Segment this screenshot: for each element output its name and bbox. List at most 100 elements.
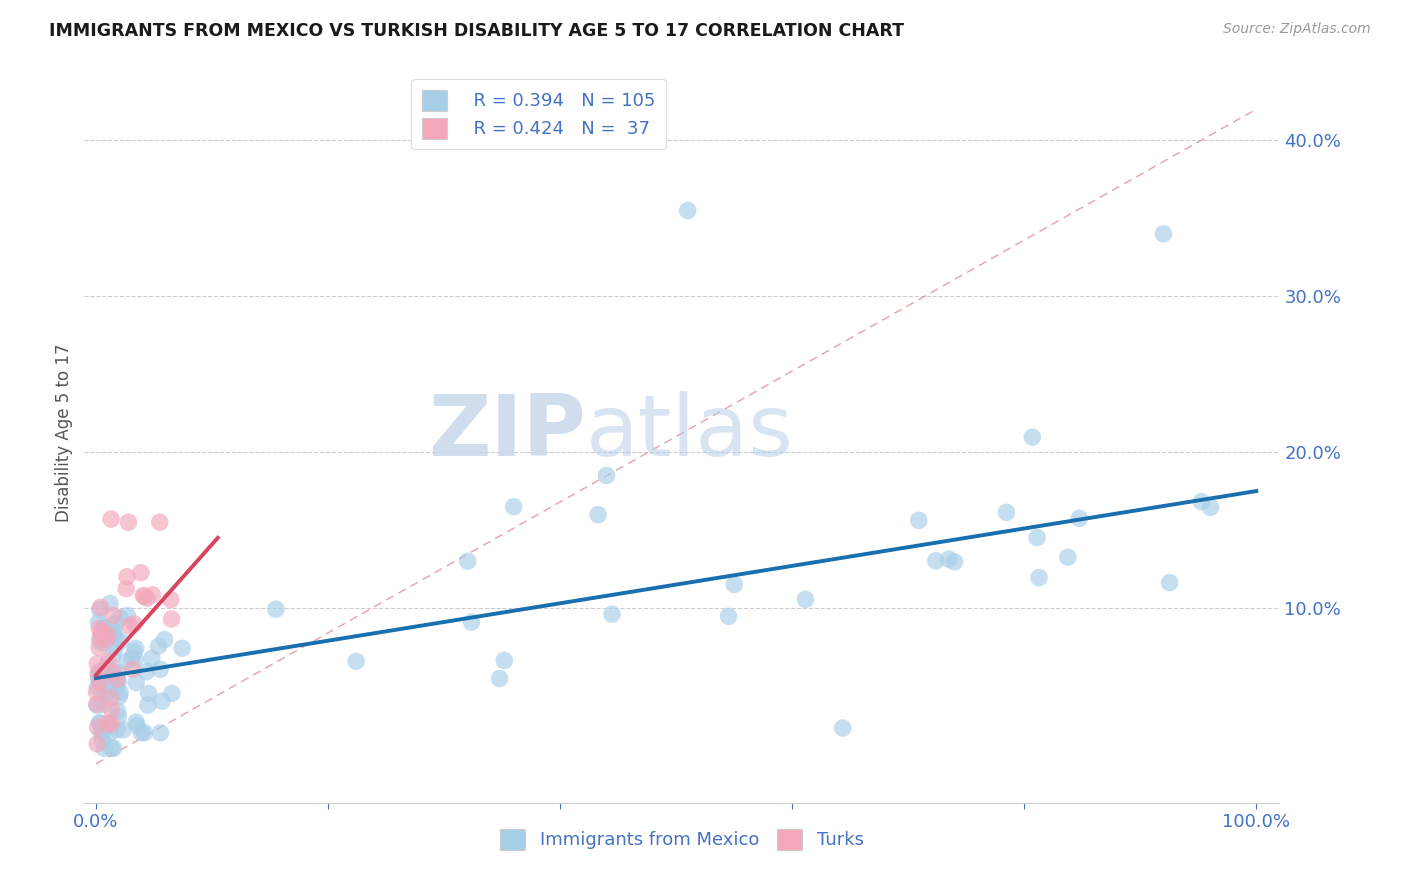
Point (93, 621, 115, 635)
Legend: Immigrants from Mexico, Turks: Immigrants from Mexico, Turks (489, 818, 875, 861)
Point (89, 675, 111, 690)
Point (100, 717, 122, 731)
Text: IMMIGRANTS FROM MEXICO VS TURKISH DISABILITY AGE 5 TO 17 CORRELATION CHART: IMMIGRANTS FROM MEXICO VS TURKISH DISABI… (49, 22, 904, 40)
Point (105, 672, 128, 686)
Point (502, 500, 524, 514)
Point (149, 662, 172, 676)
Point (87, 666, 110, 681)
Point (89, 665, 111, 679)
Point (87, 615, 110, 630)
Point (86, 685, 108, 699)
Point (90, 725, 112, 739)
Point (110, 685, 132, 699)
Point (1056, 550, 1078, 565)
Point (160, 686, 183, 700)
Point (91, 673, 114, 688)
Point (134, 590, 156, 604)
Point (104, 617, 127, 632)
Point (87, 672, 110, 686)
Point (1189, 494, 1212, 508)
Point (134, 725, 156, 739)
Point (124, 652, 146, 666)
Point (1021, 430, 1043, 444)
Point (457, 554, 479, 568)
Point (141, 588, 163, 602)
Point (96, 671, 118, 685)
Point (103, 665, 125, 680)
Point (90, 624, 112, 639)
Point (135, 665, 157, 679)
Point (723, 577, 745, 591)
Point (125, 715, 148, 730)
Point (97, 677, 120, 691)
Point (131, 725, 153, 739)
Point (93, 741, 115, 756)
Point (264, 602, 287, 616)
Point (86, 698, 108, 712)
Point (153, 632, 176, 647)
Point (94, 687, 117, 701)
Point (96, 660, 118, 674)
Point (103, 608, 125, 623)
Point (120, 619, 142, 633)
Point (89, 634, 111, 648)
Point (98, 725, 121, 739)
Point (125, 641, 148, 656)
Point (115, 570, 138, 584)
Point (103, 677, 125, 691)
Point (129, 566, 152, 580)
Point (460, 615, 482, 629)
Point (89, 622, 111, 636)
Point (121, 650, 143, 665)
Y-axis label: Disability Age 5 to 17: Disability Age 5 to 17 (55, 343, 73, 522)
Point (100, 512, 122, 526)
Point (89, 603, 111, 617)
Point (1199, 500, 1222, 515)
Point (86, 720, 108, 734)
Point (105, 723, 128, 737)
Point (97, 654, 120, 668)
Point (87, 640, 110, 655)
Point (794, 592, 817, 607)
Point (132, 589, 155, 603)
Point (91, 724, 114, 739)
Text: atlas: atlas (586, 391, 794, 475)
Point (136, 591, 159, 606)
Point (831, 721, 853, 735)
Point (100, 690, 122, 705)
Point (925, 554, 948, 568)
Point (86, 680, 108, 694)
Point (149, 726, 172, 740)
Point (97, 715, 120, 730)
Point (105, 680, 128, 694)
Point (125, 675, 148, 690)
Point (136, 698, 159, 713)
Point (103, 628, 125, 642)
Point (141, 651, 163, 665)
Point (97, 718, 120, 732)
Text: Source: ZipAtlas.com: Source: ZipAtlas.com (1223, 22, 1371, 37)
Point (1152, 227, 1174, 241)
Point (995, 505, 1018, 519)
Point (103, 741, 125, 756)
Point (90, 600, 112, 615)
Point (717, 609, 740, 624)
Point (104, 631, 127, 645)
Point (595, 468, 617, 483)
Point (100, 703, 122, 717)
Point (344, 654, 367, 668)
Point (907, 513, 929, 527)
Point (89, 631, 111, 645)
Point (105, 673, 128, 688)
Point (1069, 511, 1091, 525)
Point (101, 669, 124, 683)
Point (117, 608, 139, 623)
Point (94, 688, 117, 702)
Point (172, 641, 194, 656)
Point (122, 645, 145, 659)
Point (127, 719, 149, 733)
Point (488, 672, 510, 686)
Point (98, 669, 121, 683)
Point (111, 723, 134, 737)
Point (101, 666, 124, 681)
